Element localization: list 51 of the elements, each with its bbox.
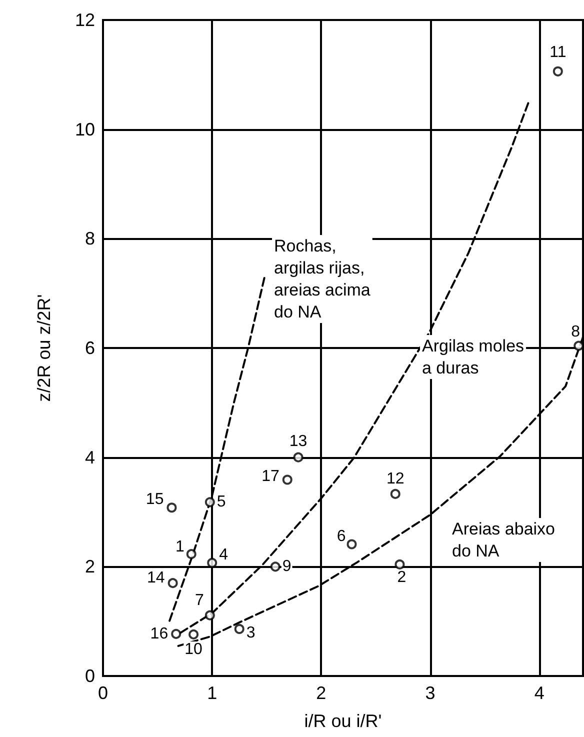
point: [166, 502, 177, 513]
annotation: 17: [262, 468, 280, 486]
point: [394, 559, 405, 570]
y-tick-label: 12: [74, 10, 95, 30]
x-tick-label: 3: [425, 683, 436, 703]
annotation: 4: [219, 546, 228, 564]
annotation: 3: [246, 624, 256, 642]
annotation: 12: [386, 470, 404, 488]
point: [293, 452, 304, 462]
annotation: 9: [282, 558, 292, 576]
annotation: 1: [175, 538, 184, 556]
x-axis-title: i/R ou i/R': [304, 711, 382, 731]
point: [282, 474, 292, 485]
annotation: Rochas, argilas rijas, areias acima do NA: [274, 236, 371, 322]
point: [207, 558, 218, 568]
x-tick-label: 2: [316, 683, 326, 703]
x-tick-label: 0: [98, 683, 108, 703]
point: [204, 497, 215, 508]
point: [168, 578, 178, 588]
annotation: 11: [550, 44, 566, 61]
annotation: 2: [397, 568, 406, 586]
y-axis-title: z/2R ou z/2R': [34, 294, 54, 402]
y-tick-label: 10: [74, 119, 95, 140]
annotation: 5: [216, 494, 226, 511]
point: [171, 628, 182, 639]
point: [204, 610, 215, 620]
x-tick-label: 1: [207, 683, 218, 703]
annotation: 14: [147, 570, 165, 587]
point: [552, 66, 563, 76]
annotation: Areias abaixo do NA: [452, 520, 556, 560]
y-tick-label: 6: [84, 338, 95, 358]
point: [234, 624, 244, 634]
annotation: 15: [146, 491, 164, 508]
annotation: 10: [184, 640, 203, 658]
annotation: Argilas moles a duras: [422, 336, 524, 378]
point: [346, 539, 357, 550]
x-tick-label: 4: [534, 683, 544, 703]
annotation: 16: [150, 625, 168, 642]
point: [186, 549, 196, 560]
annotation: 13: [289, 432, 308, 450]
point: [270, 562, 280, 572]
point: [188, 629, 199, 640]
y-tick-label: 2: [84, 556, 95, 577]
y-tick-label: 8: [84, 228, 95, 249]
annotation: 7: [195, 592, 204, 609]
point: [390, 488, 400, 499]
y-tick-label: 0: [84, 666, 95, 686]
annotation: 8: [571, 323, 580, 340]
point: [574, 340, 584, 351]
y-tick-label: 4: [84, 447, 95, 468]
annotation: 6: [336, 528, 346, 545]
